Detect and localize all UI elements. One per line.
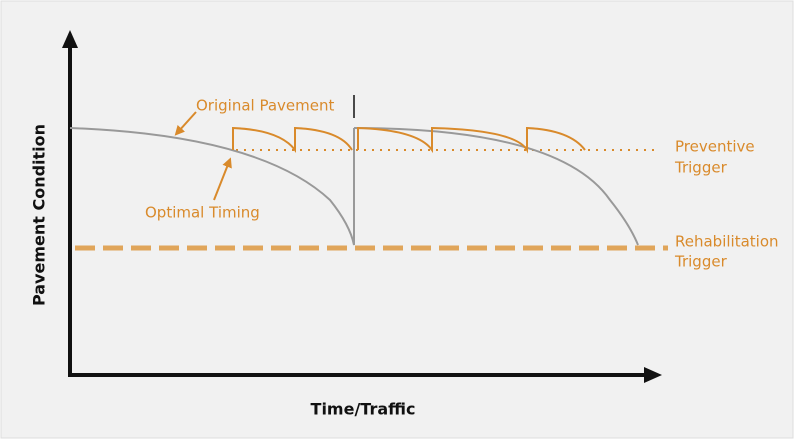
annotation: Original Pavement — [196, 97, 334, 115]
preventive-treatments — [232, 126, 586, 154]
trigger-label: Trigger — [674, 159, 728, 177]
pointer-arrow — [174, 111, 197, 136]
trigger-label: Preventive — [675, 138, 755, 156]
y-axis-label: Pavement Condition — [30, 124, 49, 306]
x-axis-label: Time/Traffic — [311, 400, 416, 419]
trigger-label: Trigger — [674, 253, 728, 271]
trigger-label: Rehabilitation — [675, 233, 779, 251]
rehab-curve — [353, 127, 639, 246]
annotation: Optimal Timing — [145, 204, 260, 222]
x-arrow — [644, 367, 662, 383]
pointer-arrow — [213, 157, 232, 201]
y-arrow — [62, 30, 78, 48]
original-curve — [69, 127, 355, 246]
